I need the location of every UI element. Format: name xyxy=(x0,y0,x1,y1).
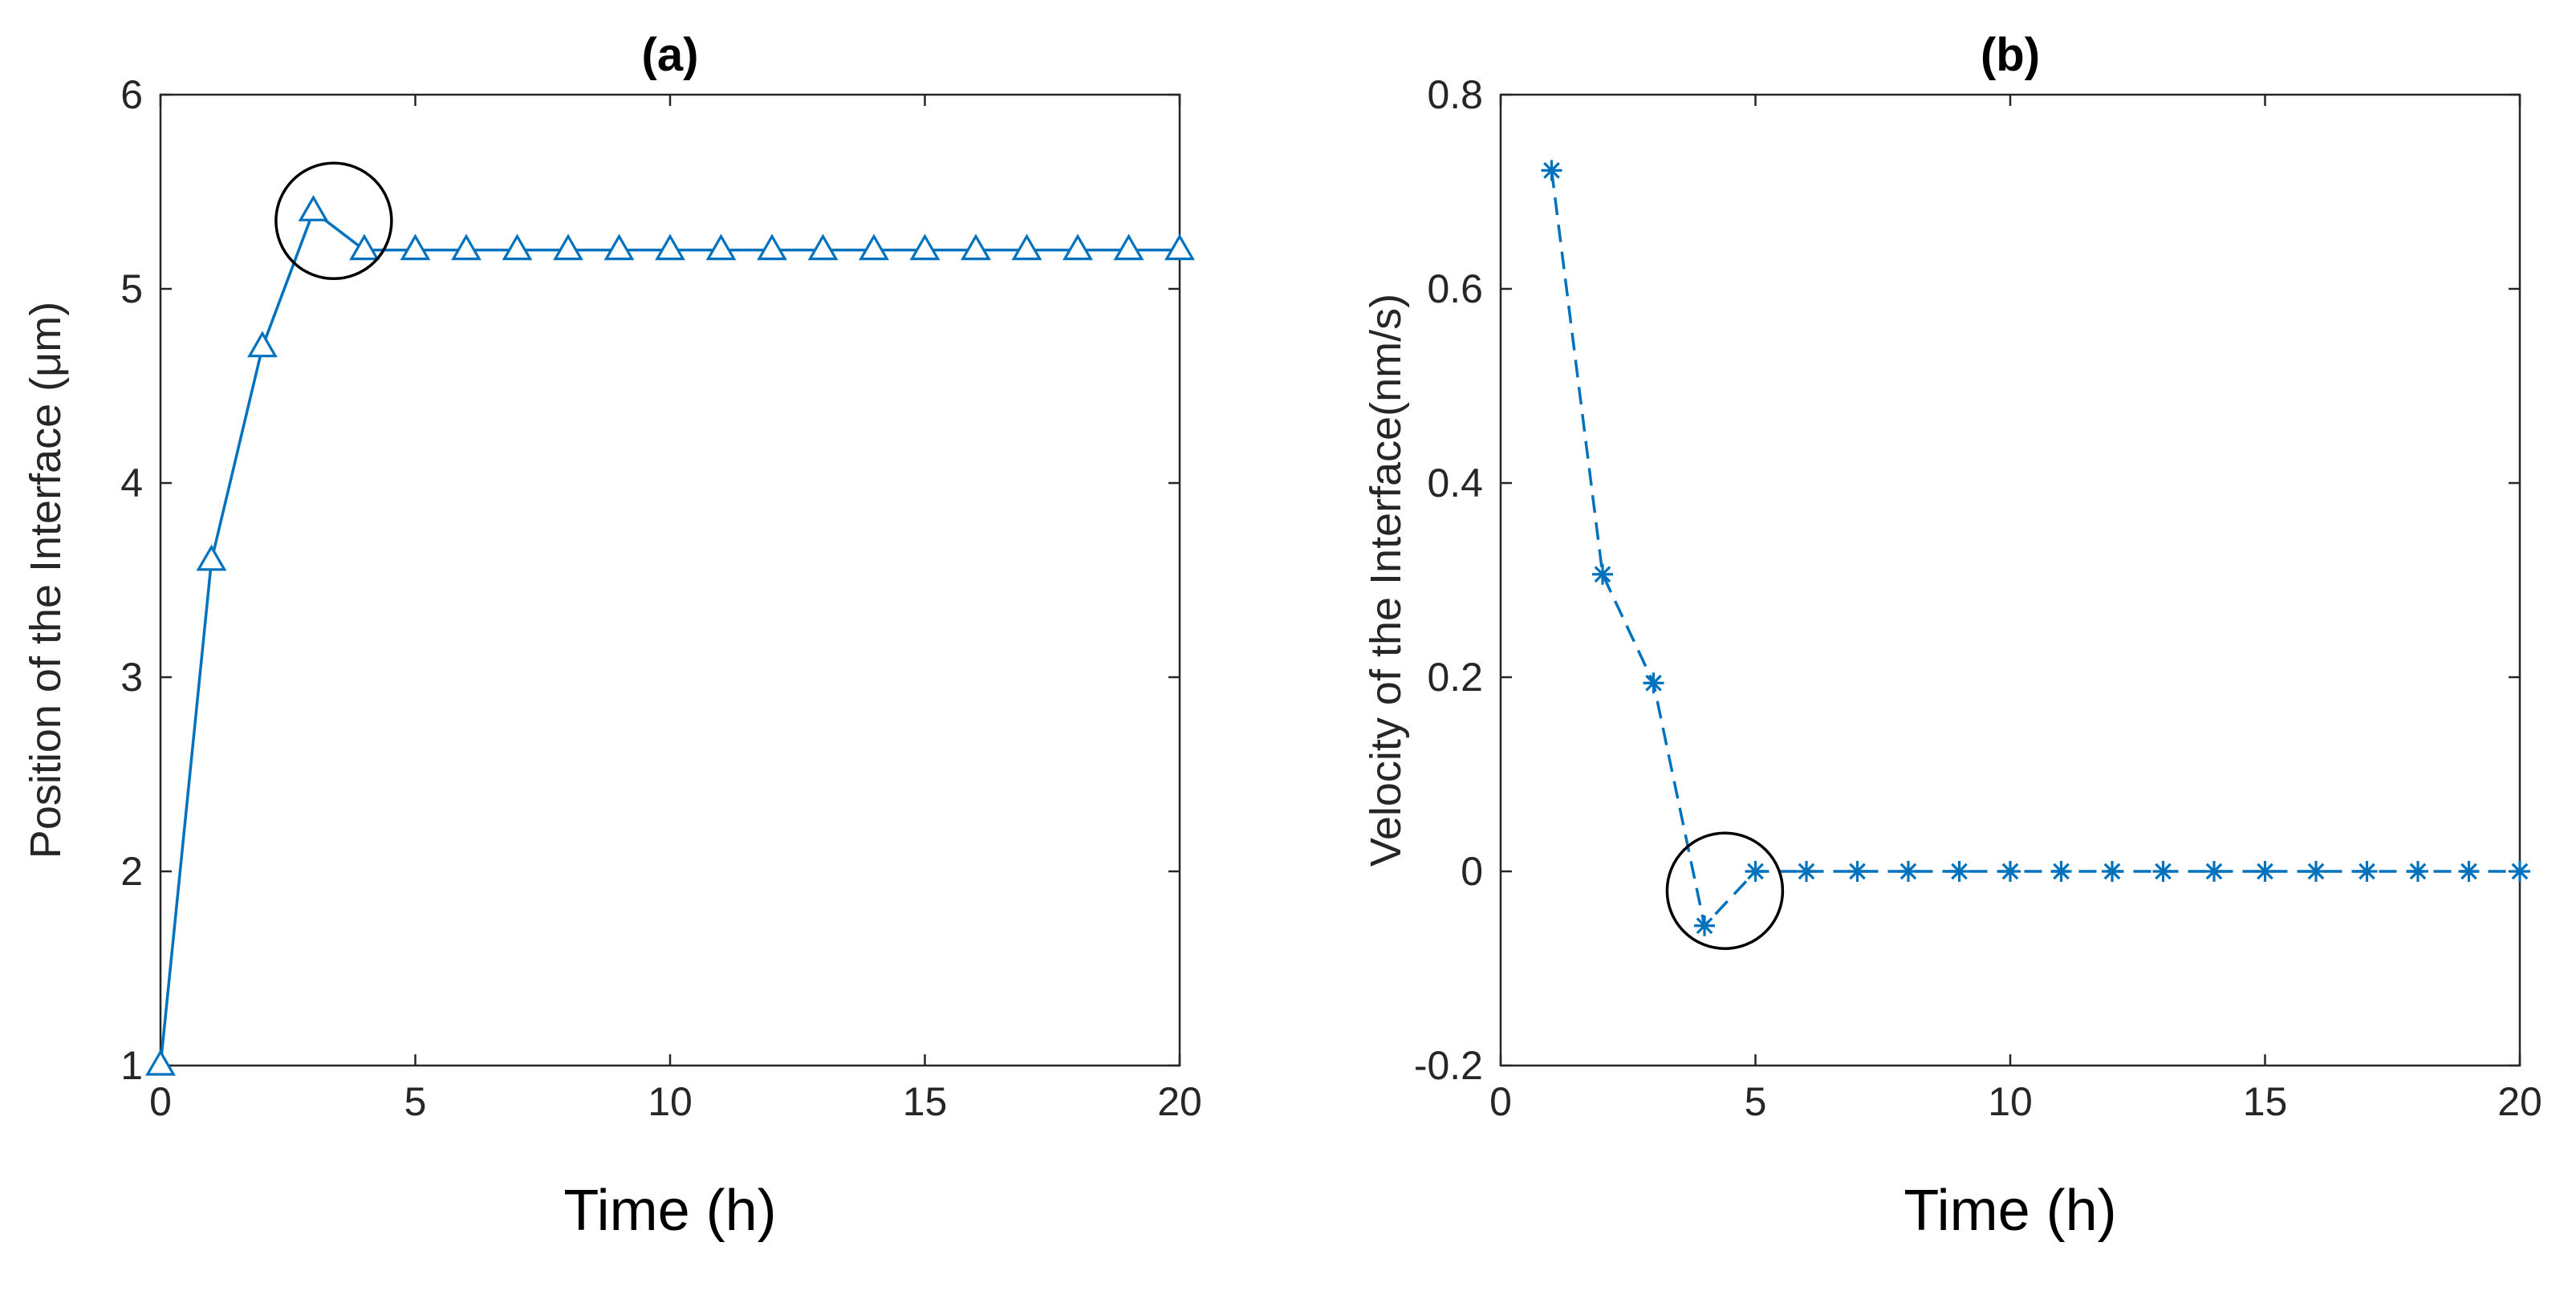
data-point xyxy=(1694,915,1715,936)
y-tick-label: 6 xyxy=(120,72,143,117)
chart-panel-a: 0 5 10 15 20 1 2 3 4 5 6 (a) Time (h) Position of the… xyxy=(22,29,1202,1243)
data-point xyxy=(2509,861,2530,882)
data-point-stroke xyxy=(1798,863,1815,880)
y-tick-label: 0.4 xyxy=(1427,461,1483,505)
data-point-stroke xyxy=(2409,863,2427,880)
data-point-stroke xyxy=(1899,863,1917,880)
data-point xyxy=(1113,233,1144,261)
x-tick-label: 20 xyxy=(2497,1079,2542,1124)
chart-title: (a) xyxy=(642,29,699,81)
data-point xyxy=(247,331,278,358)
x-tick-label: 10 xyxy=(1988,1079,2033,1124)
data-point xyxy=(2407,861,2428,882)
y-tick-label: 0.2 xyxy=(1427,655,1483,700)
x-tick-label: 15 xyxy=(2243,1079,2288,1124)
chart-panel-b: 0 5 10 15 20-0.200.20.40.60.8(b)Time (h)Velo… xyxy=(1362,29,2542,1243)
y-tick-label: -0.2 xyxy=(1414,1043,1483,1088)
x-axis-label: Time (h) xyxy=(1904,1179,2116,1243)
data-point-stroke xyxy=(1951,863,1968,880)
x-tick-label: 20 xyxy=(1157,1079,1202,1124)
data-point-stroke xyxy=(2359,863,2375,880)
data-point xyxy=(1164,233,1195,261)
y-axis-label: Velocity of the Interface(nm/s) xyxy=(1362,294,1410,867)
y-tick-label: 5 xyxy=(120,266,143,311)
data-point xyxy=(2356,861,2378,882)
data-point xyxy=(2000,861,2021,882)
x-tick-label: 5 xyxy=(1745,1079,1767,1124)
data-point xyxy=(1847,861,1868,882)
data-point xyxy=(502,233,533,261)
data-point-stroke xyxy=(2307,863,2325,880)
data-point xyxy=(2306,861,2326,882)
data-point-stroke xyxy=(2460,863,2477,880)
y-axis-label: Position of the Interface (μm) xyxy=(22,302,70,859)
data-point xyxy=(2102,861,2123,882)
data-point-stroke xyxy=(2155,863,2172,880)
x-tick-label: 15 xyxy=(903,1079,948,1124)
data-point xyxy=(603,233,635,261)
data-point xyxy=(1541,160,1562,181)
data-point xyxy=(961,233,991,261)
data-point xyxy=(400,233,431,261)
data-point xyxy=(757,233,787,261)
data-point xyxy=(2152,861,2174,882)
y-tick-label: 0.6 xyxy=(1427,266,1483,311)
x-axis-label: Time (h) xyxy=(563,1179,776,1243)
data-point xyxy=(145,1049,176,1076)
data-point xyxy=(2204,861,2225,882)
data-point xyxy=(298,194,329,221)
data-point-stroke xyxy=(1696,917,1713,935)
y-tick-label: 0.8 xyxy=(1427,72,1483,117)
y-tick-label: 3 xyxy=(120,655,143,700)
data-point xyxy=(1898,861,1919,882)
data-point xyxy=(1796,861,1817,882)
data-point xyxy=(1745,861,1766,882)
data-point xyxy=(1062,233,1093,261)
data-point-stroke xyxy=(1747,863,1764,880)
x-tick-label: 10 xyxy=(648,1079,693,1124)
y-tick-label: 0 xyxy=(1461,849,1483,894)
data-point xyxy=(705,233,737,261)
data-point xyxy=(859,233,889,261)
x-tick-label: 5 xyxy=(404,1079,427,1124)
data-point-stroke xyxy=(2511,863,2529,880)
y-tick-label: 4 xyxy=(120,461,143,505)
data-point-stroke xyxy=(1543,162,1560,179)
chart-title: (b) xyxy=(1981,29,2040,81)
y-tick-label: 2 xyxy=(120,849,143,894)
data-point-stroke xyxy=(2257,863,2273,880)
data-point xyxy=(196,544,227,571)
data-point xyxy=(1011,233,1042,261)
data-point-stroke xyxy=(2103,863,2121,880)
data-point xyxy=(655,233,685,261)
data-point xyxy=(807,233,839,261)
data-point xyxy=(2050,861,2072,882)
x-tick-label: 0 xyxy=(1489,1079,1512,1124)
data-point xyxy=(2254,861,2276,882)
data-point-stroke xyxy=(2001,863,2019,880)
highlight-circle xyxy=(1665,831,1785,950)
data-point-stroke xyxy=(2205,863,2223,880)
data-point-stroke xyxy=(2053,863,2070,880)
data-point xyxy=(1948,861,1970,882)
data-point xyxy=(451,233,481,261)
data-point xyxy=(349,233,380,261)
x-tick-label: 0 xyxy=(149,1079,172,1124)
data-point-stroke xyxy=(1645,674,1662,692)
data-point xyxy=(1592,563,1613,585)
y-tick-label: 1 xyxy=(120,1043,143,1088)
data-point xyxy=(909,233,941,261)
data-point-stroke xyxy=(1594,566,1611,583)
data-point-stroke xyxy=(1849,863,1866,880)
data-point xyxy=(553,233,583,261)
highlight-circle xyxy=(274,161,393,281)
data-point xyxy=(2458,861,2480,882)
data-point xyxy=(1643,672,1664,694)
